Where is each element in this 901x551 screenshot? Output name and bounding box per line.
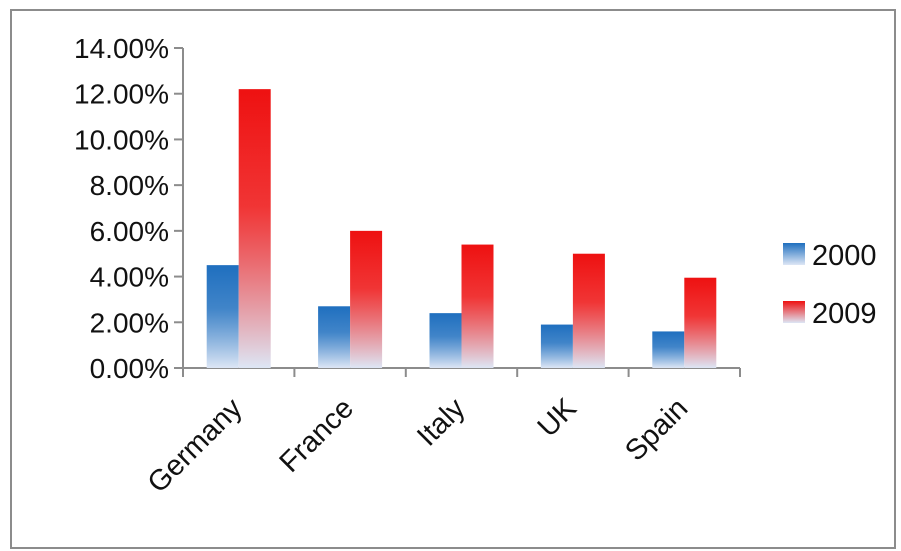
bar-2009-germany bbox=[238, 89, 271, 369]
bars bbox=[206, 89, 717, 369]
legend: 2000 2009 bbox=[783, 240, 877, 330]
x-category-label: Italy bbox=[411, 392, 472, 453]
bar-2009-spain bbox=[684, 277, 717, 368]
y-tick-label: 12.00% bbox=[74, 79, 169, 110]
x-category-label: UK bbox=[532, 392, 584, 444]
legend-swatch-2000 bbox=[783, 243, 805, 265]
legend-label-2009: 2009 bbox=[812, 298, 877, 330]
y-tick-label: 14.00% bbox=[74, 33, 169, 64]
bar-2009-uk bbox=[572, 253, 605, 368]
y-axis: 0.00% 2.00% 4.00% 6.00% 8.00% 10.00% 12.00% 14.… bbox=[74, 33, 184, 384]
bar-2000-france bbox=[318, 306, 351, 368]
y-tick-label: 0.00% bbox=[90, 353, 169, 384]
bar-2000-spain bbox=[652, 331, 685, 368]
bar-2000-uk bbox=[540, 324, 573, 368]
y-tick-label: 2.00% bbox=[90, 307, 169, 338]
x-category-label: France bbox=[274, 392, 360, 478]
x-axis: Germany France Italy UK Spain bbox=[142, 367, 741, 499]
chart-frame bbox=[10, 9, 896, 549]
y-tick-label: 10.00% bbox=[74, 124, 169, 155]
bar-2009-italy bbox=[461, 244, 494, 368]
x-category-label: Germany bbox=[142, 392, 249, 499]
bar-2000-italy bbox=[429, 313, 462, 368]
y-tick-label: 4.00% bbox=[90, 262, 169, 293]
legend-swatch-2009 bbox=[783, 301, 805, 323]
legend-label-2000: 2000 bbox=[812, 240, 877, 272]
bar-2000-germany bbox=[206, 265, 239, 368]
x-category-label: Spain bbox=[619, 392, 694, 467]
y-tick-label: 6.00% bbox=[90, 216, 169, 247]
bar-2009-france bbox=[350, 230, 383, 368]
y-tick-label: 8.00% bbox=[90, 170, 169, 201]
